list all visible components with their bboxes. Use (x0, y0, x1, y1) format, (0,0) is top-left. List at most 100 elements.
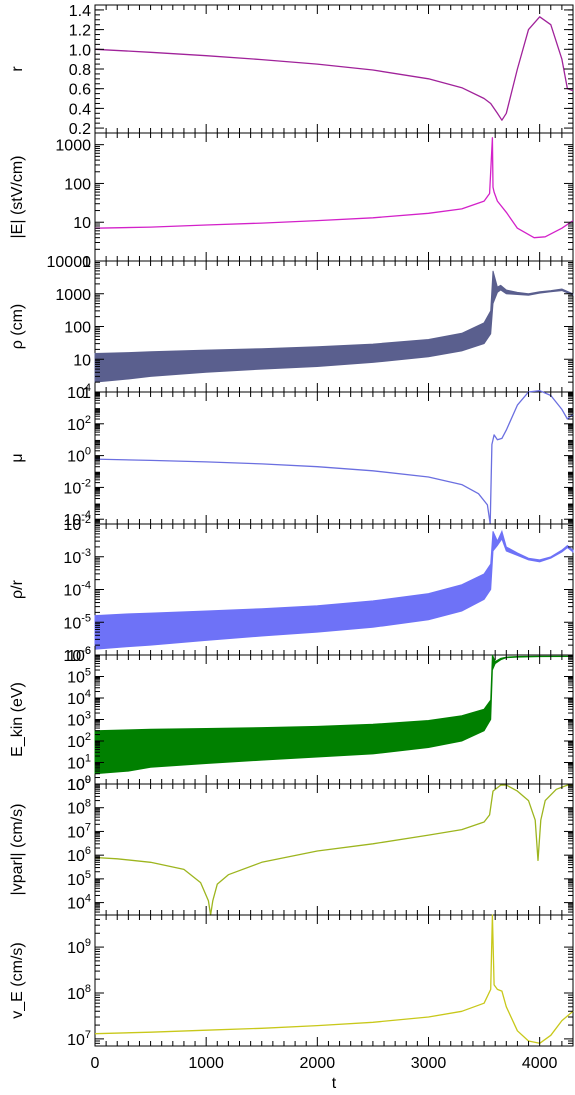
tick-base: 10 (67, 713, 85, 730)
panel-0: 0.2 0.4 0.6 0.8 1.0 1.2 1.4 r (9, 3, 574, 138)
tick-exponent: 8 (85, 798, 91, 810)
y-tick-label: 106 (67, 645, 91, 665)
tick-exponent: -2 (81, 477, 91, 489)
y-tick-label: 106 (67, 845, 91, 865)
tick-exponent: 5 (85, 869, 91, 881)
oscillation-band (94, 270, 574, 383)
y-axis-label: μ (9, 453, 26, 462)
y-tick-label: 109 (67, 937, 91, 957)
tick-base: 10 (67, 801, 85, 818)
tick-exponent: 6 (85, 645, 91, 657)
panel-1: 1 10 100 1000 |E| (stV/cm) (9, 132, 574, 271)
y-tick-label: 1000 (55, 138, 91, 155)
tick-base: 10 (63, 648, 81, 665)
tick-exponent: 7 (85, 1029, 91, 1041)
y-tick-label: 10-4 (63, 580, 91, 600)
tick-exponent: 1 (85, 753, 91, 765)
panel-frame (94, 4, 574, 134)
tick-base: 10 (67, 449, 85, 466)
oscillation-band (94, 654, 574, 775)
y-tick-label: 1.4 (69, 3, 91, 20)
tick-exponent: 2 (85, 731, 91, 743)
y-tick-label: 105 (67, 869, 91, 889)
tick-exponent: 0 (85, 446, 91, 458)
tick-base: 10 (63, 550, 81, 567)
y-tick-label: 100 (67, 446, 91, 466)
y-tick-label: 10-4 (63, 509, 91, 529)
y-tick-label: 0.6 (69, 82, 91, 99)
y-tick-label: 104 (67, 893, 91, 913)
tick-base: 10 (67, 691, 85, 708)
y-tick-label: 10 (73, 352, 91, 369)
y-tick-label: 0.8 (69, 62, 91, 79)
series-line (94, 784, 574, 916)
tick-exponent: 9 (85, 937, 91, 949)
y-tick-label: 10-3 (63, 547, 91, 567)
tick-base: 10 (67, 777, 85, 794)
y-axis-label: r (9, 66, 26, 72)
tick-base: 10 (67, 734, 85, 751)
y-tick-label: 100 (67, 774, 91, 794)
y-axis-label: |E| (stV/cm) (9, 156, 26, 239)
series-line (94, 137, 574, 239)
tick-base: 10 (63, 512, 81, 529)
y-tick-label: 10 (73, 215, 91, 232)
series-line (94, 390, 574, 525)
tick-base: 10 (67, 385, 85, 402)
tick-exponent: 4 (85, 688, 91, 700)
tick-base: 10 (67, 824, 85, 841)
y-tick-label: 10-5 (63, 612, 91, 632)
y-tick-label: 101 (67, 753, 91, 773)
panel-frame (94, 914, 574, 1047)
tick-exponent: 3 (85, 710, 91, 722)
tick-base: 10 (67, 417, 85, 434)
tick-exponent: 8 (85, 983, 91, 995)
y-axis-label: ρ (cm) (9, 304, 26, 350)
y-tick-label: 104 (67, 382, 91, 402)
tick-base: 10 (67, 986, 85, 1003)
y-tick-label: 100 (64, 320, 91, 337)
y-tick-label: 1.0 (69, 42, 91, 59)
panel-frame (94, 132, 574, 262)
y-tick-label: 109 (67, 774, 91, 794)
tick-exponent: 5 (85, 667, 91, 679)
tick-base: 10 (67, 1032, 85, 1049)
x-axis-label: t (332, 1075, 337, 1092)
y-tick-label: 103 (67, 710, 91, 730)
y-tick-label: 102 (67, 731, 91, 751)
y-tick-label: 100 (64, 176, 91, 193)
tick-base: 10 (67, 648, 85, 665)
tick-base: 10 (63, 517, 81, 534)
oscillation-band (94, 529, 574, 650)
tick-base: 10 (67, 940, 85, 957)
tick-base: 10 (67, 670, 85, 687)
y-tick-label: 0.4 (69, 101, 91, 118)
tick-exponent: -3 (81, 547, 91, 559)
tick-base: 10 (63, 615, 81, 632)
series-line (94, 16, 574, 121)
y-tick-label: 10-2 (63, 477, 91, 497)
y-tick-label: 1 (82, 385, 91, 402)
y-tick-label: 10-2 (63, 514, 91, 534)
tick-base: 10 (63, 583, 81, 600)
tick-base: 10 (67, 896, 85, 913)
tick-exponent: -5 (81, 612, 91, 624)
y-tick-label: 104 (67, 688, 91, 708)
tick-exponent: 4 (85, 893, 91, 905)
x-tick-label: 2000 (300, 1055, 336, 1072)
tick-exponent: -4 (81, 509, 91, 521)
y-tick-label: 108 (67, 983, 91, 1003)
panel-4: 10-610-510-410-310-2ρ/r (9, 514, 574, 665)
tick-base: 10 (67, 777, 85, 794)
panel-frame (94, 783, 574, 916)
series-line (94, 914, 574, 1044)
tick-exponent: -6 (81, 645, 91, 657)
tick-exponent: 6 (85, 845, 91, 857)
y-tick-label: 0.2 (69, 121, 91, 138)
tick-base: 10 (67, 848, 85, 865)
tick-exponent: 2 (85, 414, 91, 426)
x-tick-label: 1000 (188, 1055, 224, 1072)
